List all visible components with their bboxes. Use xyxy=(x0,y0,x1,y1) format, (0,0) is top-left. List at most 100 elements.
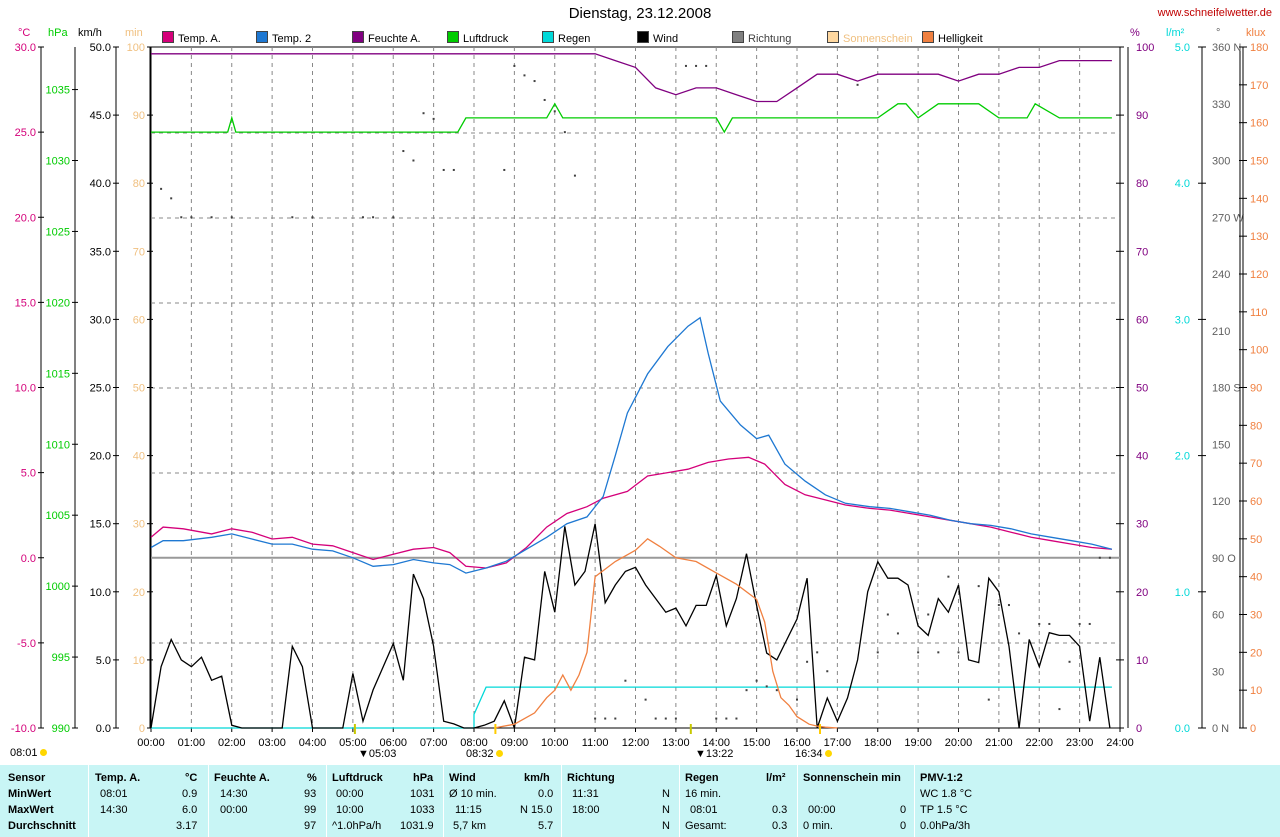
y-tick-label-brightness: 40 xyxy=(1250,572,1262,584)
y-tick-label-humidity: 40 xyxy=(1136,451,1148,463)
legend-item-luftdruck: Luftdruck xyxy=(447,31,508,45)
x-tick-label: 00:00 xyxy=(137,737,165,749)
y-tick-label-direction: 60 xyxy=(1212,610,1224,622)
direction-point xyxy=(230,216,233,219)
site-url[interactable]: www.schneifelwetter.de xyxy=(1157,7,1272,19)
direction-point xyxy=(896,632,899,635)
pressure-trend: ^1.0hPa/h xyxy=(332,820,382,832)
wind-header: Wind xyxy=(449,772,476,784)
direction-point xyxy=(1048,622,1051,625)
y-tick-label-rain: 0.0 xyxy=(1175,723,1190,735)
legend-swatch xyxy=(542,31,554,43)
rain-header: Regen xyxy=(685,772,719,784)
temp-min-time: 08:01 xyxy=(100,788,128,800)
legend-item-feuchte-a: Feuchte A. xyxy=(352,31,421,45)
direction-point xyxy=(1078,622,1081,625)
direction-point xyxy=(664,717,667,720)
legend-label: Feuchte A. xyxy=(368,33,421,45)
direction-point xyxy=(442,168,445,171)
y-tick-label-temp: 20.0 xyxy=(15,212,36,224)
sun-icon xyxy=(39,749,47,756)
direction-point xyxy=(533,80,536,83)
direction-point xyxy=(422,112,425,115)
legend-label: Sonnenschein xyxy=(843,33,913,45)
direction-point xyxy=(311,216,314,219)
sunshine-max-value: 0 xyxy=(900,804,907,816)
temp-unit: °C xyxy=(185,772,198,784)
sun-icon xyxy=(824,750,832,757)
direction-point xyxy=(432,117,435,120)
rain-total-value: 0.3 xyxy=(772,820,788,832)
axis-unit-brightness: klux xyxy=(1246,27,1266,39)
y-tick-label-direction: 330 xyxy=(1212,99,1230,111)
y-tick-label-humidity: 20 xyxy=(1136,587,1148,599)
stats-table xyxy=(0,765,1280,837)
direction-point xyxy=(705,64,708,67)
y-tick-label-direction: 210 xyxy=(1212,326,1230,338)
direction-point xyxy=(190,216,193,219)
chart-title: Dienstag, 23.12.2008 xyxy=(568,5,712,22)
x-tick-label: 10:00 xyxy=(541,737,569,749)
y-tick-label-brightness: 100 xyxy=(1250,345,1268,357)
legend-swatch xyxy=(162,31,174,43)
rain-duration: 16 min. xyxy=(685,788,722,800)
direction-point xyxy=(775,689,778,692)
direction-point xyxy=(573,174,576,177)
direction-point xyxy=(856,83,859,86)
y-tick-label-brightness: 50 xyxy=(1250,534,1262,546)
direction-point xyxy=(1088,622,1091,625)
y-tick-label-sunshine: 60 xyxy=(133,314,145,326)
legend-swatch xyxy=(827,31,839,43)
direction-max-time: 18:00 xyxy=(572,804,600,816)
axis-unit-humidity: % xyxy=(1130,27,1140,39)
y-tick-label-wind: 30.0 xyxy=(90,314,111,326)
y-tick-label-temp: -10.0 xyxy=(11,723,36,735)
direction-point xyxy=(402,150,405,153)
series-line-regen xyxy=(151,686,1112,729)
sun-icon xyxy=(495,750,503,757)
moonrise-mark: ▼13:22 xyxy=(695,748,734,760)
series-line-feuchte-a xyxy=(151,53,1112,103)
direction-point xyxy=(816,651,819,654)
legend-item-helligkeit: Helligkeit xyxy=(922,31,983,45)
y-tick-label-temp: 0.0 xyxy=(21,553,36,565)
x-tick-label: 02:00 xyxy=(218,737,246,749)
direction-point xyxy=(392,216,395,219)
y-tick-label-direction: 300 xyxy=(1212,156,1230,168)
rain-max-value: 0.3 xyxy=(772,804,788,816)
direction-point xyxy=(412,159,415,162)
y-tick-label-temp: 30.0 xyxy=(15,42,36,54)
direction-point xyxy=(1058,708,1061,711)
sensor-header: Sensor xyxy=(8,772,46,784)
legend-label: Regen xyxy=(558,33,591,45)
y-tick-label-sunshine: 50 xyxy=(133,383,145,395)
legend-item-temp-2: Temp. 2 xyxy=(256,31,311,45)
series-line-temp-a xyxy=(150,456,1112,569)
direction-point xyxy=(715,717,718,720)
y-tick-label-sunshine: 100 xyxy=(127,42,145,54)
x-tick-label: 23:00 xyxy=(1066,737,1094,749)
direction-point xyxy=(523,74,526,77)
direction-point xyxy=(1068,660,1071,663)
direction-point xyxy=(806,660,809,663)
x-tick-label: 04:00 xyxy=(299,737,327,749)
y-tick-label-brightness: 160 xyxy=(1250,118,1268,130)
y-tick-label-temp: 15.0 xyxy=(15,297,36,309)
y-tick-label-sunshine: 30 xyxy=(133,519,145,531)
y-tick-label-wind: 10.0 xyxy=(90,587,111,599)
pressure-min-time: 00:00 xyxy=(336,788,364,800)
sunrise-mark: 08:32 xyxy=(466,748,503,760)
axis-unit-direction: ° xyxy=(1216,27,1220,39)
wind-max-value: N 15.0 xyxy=(520,804,553,816)
direction-point xyxy=(1098,556,1101,559)
wind-distance: 5,7 km xyxy=(453,820,487,832)
series-line-luftdruck xyxy=(151,102,1112,134)
direction-point xyxy=(513,64,516,67)
y-tick-label-direction: 120 xyxy=(1212,496,1230,508)
legend-swatch xyxy=(256,31,268,43)
y-tick-label-humidity: 70 xyxy=(1136,246,1148,258)
wind-min-value: 0.0 xyxy=(538,788,554,800)
sunset-mark: 16:34 xyxy=(795,748,832,760)
y-tick-label-sunshine: 40 xyxy=(133,451,145,463)
direction-point xyxy=(614,717,617,720)
